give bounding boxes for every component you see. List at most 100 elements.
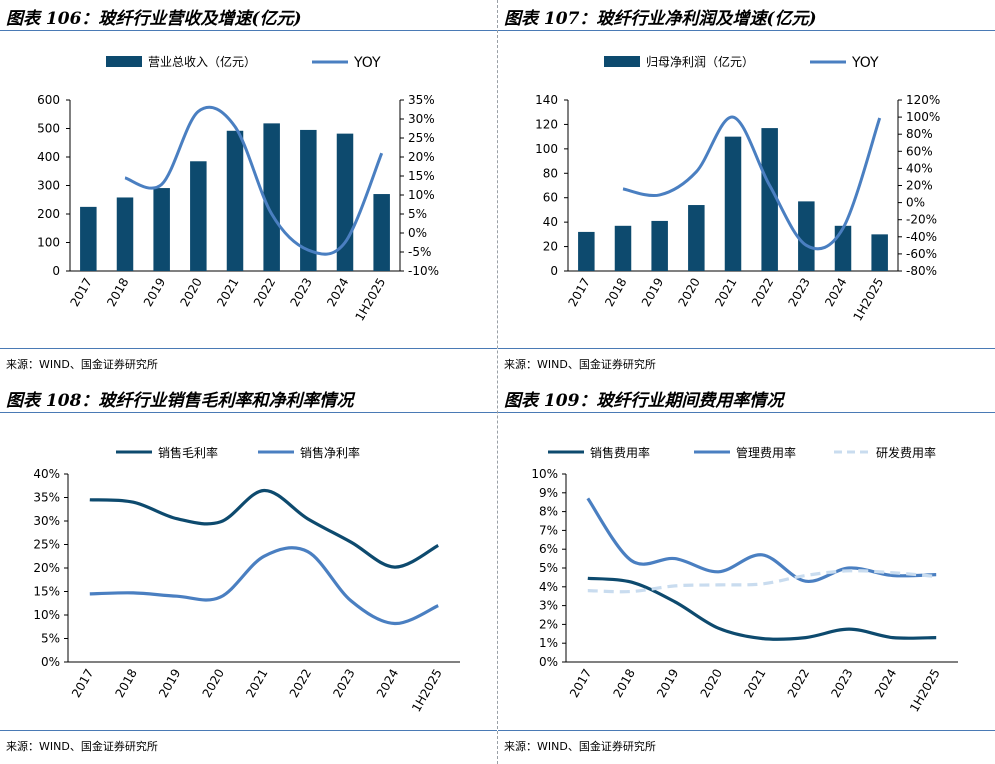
x-tick-label: 2021 [741,667,768,700]
y-tick-label: 0% [539,655,558,669]
revenue-chart: 营业总收入（亿元） YOY 0 100 200 300 400 500 600 -10% -5% 0%… [37,54,439,323]
source-note: 来源：WIND、国金证券研究所 [6,358,158,371]
title-rule [0,30,497,31]
x-tick-label: 2023 [330,667,357,700]
right-tick-label: 0% [408,226,427,240]
right-tick-label: 120% [906,93,940,107]
bar-2023 [798,201,815,271]
y-tick-label: 35% [33,491,60,505]
right-tick-label: -40% [906,230,937,244]
legend-bar-label: 营业总收入（亿元） [148,54,256,69]
y-tick-label: 6% [539,542,558,556]
y-tick-label: 10% [33,608,60,622]
legend-label-0: 销售毛利率 [158,445,218,460]
bar-2019 [651,220,668,271]
source-note: 来源：WIND、国金证券研究所 [504,740,656,753]
bar-1H2025 [373,194,390,271]
bar-2020 [688,205,705,271]
series-line-1 [89,546,439,626]
right-tick-label: -5% [408,245,431,259]
x-tick-label: 2019 [654,667,681,700]
net-profit-chart: 归母净利润（亿元） YOY 0 20 40 60 80 100 120 140 -80% -60% -4… [535,54,940,324]
x-tick-label: 2020 [200,667,227,700]
chart-title: 图表 107：玻纤行业净利润及增速(亿元) [504,9,817,29]
x-tick-label: 2017 [68,276,95,309]
x-tick-label: 2018 [104,276,131,309]
x-tick-label: 2019 [156,667,183,700]
bar-2022 [761,128,778,271]
legend-label-1: 销售净利率 [300,445,360,460]
y-tick-label: 1% [539,636,558,650]
bar-2021 [724,136,742,271]
bar-2017 [80,206,97,271]
bar-2018 [116,197,134,271]
x-tick-label: 2021 [712,276,739,309]
x-tick-label: 2023 [288,276,315,309]
bar-2023 [300,129,317,271]
x-tick-label: 2017 [69,667,96,700]
x-tick-label: 1H2025 [851,276,887,324]
legend-bar-swatch [604,56,640,67]
chart-title: 图表 109：玻纤行业期间费用率情况 [504,391,784,411]
y-tick-label: 40% [33,467,60,481]
source-rule [0,730,497,731]
right-tick-label: -10% [408,264,439,278]
y-tick-label: 0% [41,655,60,669]
bar-2024 [834,225,852,271]
x-tick-label: 2024 [822,276,849,309]
y-tick-label: 15% [33,585,60,599]
left-tick-label: 200 [37,207,60,221]
bar-2020 [190,161,207,271]
x-tick-label: 2020 [676,276,703,309]
panel-separator [497,0,498,764]
x-tick-label: 2023 [786,276,813,309]
bar-2017 [578,231,595,271]
x-tick-label: 2017 [567,667,594,700]
right-tick-label: 0% [906,196,925,210]
x-tick-label: 2019 [639,276,666,309]
y-tick-label: 10% [531,467,558,481]
right-tick-label: -20% [906,213,937,227]
bar-2018 [614,225,632,271]
x-tick-label: 2018 [602,276,629,309]
margin-chart: 销售毛利率 销售净利率 0% 5% 10% 15% 20% 25% 30% 35% 40% 2017 2… [33,445,460,714]
left-tick-label: 0 [550,264,558,278]
y-tick-label: 5% [41,632,60,646]
bar-1H2025 [871,234,888,271]
legend-label-0: 销售费用率 [590,445,650,460]
left-tick-label: 80 [543,166,558,180]
right-tick-label: 35% [408,93,435,107]
yoy-line [124,105,384,256]
x-tick-label: 2017 [566,276,593,309]
y-tick-label: 5% [539,561,558,575]
right-tick-label: 15% [408,169,435,183]
right-tick-label: 10% [408,188,435,202]
bar-2021 [226,130,244,271]
bar-2022 [263,123,280,272]
right-tick-label: 60% [906,144,933,158]
right-tick-label: 5% [408,207,427,221]
x-tick-label: 2024 [324,276,351,309]
title-rule [498,30,995,31]
y-tick-label: 8% [539,505,558,519]
panel-revenue: 图表 106：玻纤行业营收及增速(亿元) 营业总收入（亿元） YOY 0 100 200… [0,0,497,382]
y-tick-label: 4% [539,580,558,594]
x-tick-label: 2022 [785,667,812,700]
left-tick-label: 120 [535,117,558,131]
right-tick-label: 80% [906,127,933,141]
left-tick-label: 100 [37,236,60,250]
yoy-line [622,115,882,251]
x-tick-label: 2020 [698,667,725,700]
left-tick-label: 500 [37,122,60,136]
source-note: 来源：WIND、国金证券研究所 [6,740,158,753]
left-tick-label: 0 [52,264,60,278]
x-tick-label: 2022 [749,276,776,309]
source-rule [498,348,995,349]
y-tick-label: 20% [33,561,60,575]
y-tick-label: 3% [539,599,558,613]
x-tick-label: 2022 [287,667,314,700]
right-tick-label: 20% [408,150,435,164]
x-tick-label: 1H2025 [907,667,943,715]
x-tick-label: 2020 [178,276,205,309]
chart-title: 图表 106：玻纤行业营收及增速(亿元) [6,9,302,29]
